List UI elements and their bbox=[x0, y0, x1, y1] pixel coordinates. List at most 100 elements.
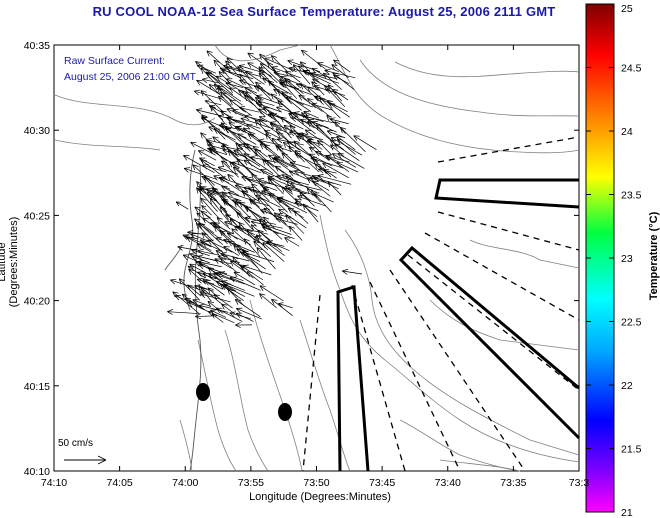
current-vector bbox=[303, 114, 336, 124]
x-tick-label: 74:10 bbox=[41, 477, 67, 489]
current-vector bbox=[229, 99, 253, 117]
current-vector bbox=[325, 154, 350, 173]
current-vector bbox=[310, 189, 332, 213]
current-vector bbox=[215, 280, 246, 297]
current-vector bbox=[192, 164, 215, 186]
current-vector bbox=[323, 168, 337, 179]
current-vector bbox=[277, 90, 302, 111]
current-vector bbox=[264, 57, 297, 73]
current-vector bbox=[268, 177, 293, 195]
current-vector bbox=[289, 125, 314, 150]
current-vector bbox=[247, 133, 272, 151]
current-vector bbox=[294, 201, 319, 212]
current-vector bbox=[293, 210, 309, 224]
current-vector bbox=[317, 62, 339, 73]
current-vector bbox=[235, 199, 251, 212]
current-vector bbox=[312, 158, 332, 178]
current-vector bbox=[211, 313, 224, 323]
current-vector bbox=[285, 79, 308, 102]
current-vector bbox=[258, 108, 280, 123]
current-vector bbox=[262, 242, 285, 262]
current-vector bbox=[213, 294, 233, 309]
current-vector bbox=[281, 91, 312, 112]
marker-ellipse-west bbox=[196, 383, 210, 401]
current-vector bbox=[183, 167, 217, 180]
current-vector bbox=[209, 197, 232, 225]
current-vector bbox=[278, 208, 307, 229]
current-vector bbox=[196, 187, 218, 212]
current-vector bbox=[208, 83, 232, 106]
current-vector bbox=[260, 168, 289, 183]
current-vector bbox=[332, 153, 357, 168]
current-vector bbox=[237, 66, 255, 85]
current-vector bbox=[302, 203, 319, 223]
current-vector bbox=[256, 247, 276, 270]
current-vector bbox=[258, 138, 281, 146]
current-vector bbox=[212, 187, 228, 206]
current-vector bbox=[233, 271, 256, 286]
current-vector bbox=[227, 191, 253, 201]
current-vector bbox=[184, 234, 199, 240]
current-vector bbox=[199, 239, 211, 247]
current-vector bbox=[196, 79, 221, 95]
current-vector bbox=[210, 105, 225, 124]
radar-sector-lines bbox=[302, 136, 580, 472]
current-vector bbox=[252, 189, 275, 212]
scale-label: 50 cm/s bbox=[58, 438, 94, 449]
current-vector bbox=[181, 293, 194, 304]
current-vector bbox=[172, 291, 200, 314]
current-vector bbox=[324, 85, 346, 107]
map-frame bbox=[53, 44, 580, 472]
colorbar-label: Temperature (°C) bbox=[648, 211, 660, 301]
current-vector bbox=[274, 165, 294, 180]
current-vector bbox=[253, 240, 271, 258]
legend-line-2: August 25, 2006 21:00 GMT bbox=[64, 71, 196, 83]
colorbar-tick-label: 23 bbox=[621, 253, 633, 265]
current-vector bbox=[226, 57, 243, 73]
current-vector bbox=[182, 254, 209, 267]
x-tick-label: 73:50 bbox=[303, 477, 329, 489]
current-vector bbox=[317, 174, 352, 185]
current-vector bbox=[239, 73, 253, 90]
current-vector bbox=[243, 159, 273, 178]
current-vector bbox=[188, 268, 206, 284]
marker-ellipse-east bbox=[278, 403, 292, 421]
current-vector bbox=[209, 192, 230, 217]
current-vector bbox=[262, 77, 292, 95]
current-vector bbox=[222, 143, 241, 162]
current-vector bbox=[212, 272, 245, 285]
current-vector bbox=[262, 159, 282, 179]
current-vector bbox=[226, 116, 261, 129]
colorbar-ticks: 25 24.5 24 23.5 23 22.5 22 21.5 21 bbox=[586, 3, 642, 518]
current-vector bbox=[235, 322, 253, 328]
current-vector bbox=[264, 144, 285, 162]
current-vector bbox=[263, 207, 292, 230]
x-tick-label: 74:05 bbox=[106, 477, 132, 489]
current-vector bbox=[218, 271, 244, 281]
y-tick-label: 40:15 bbox=[24, 381, 50, 393]
current-vector bbox=[167, 309, 199, 315]
current-vector bbox=[326, 114, 339, 128]
current-vector bbox=[206, 72, 234, 96]
current-vector bbox=[192, 298, 211, 307]
current-vector bbox=[310, 72, 340, 84]
current-vector bbox=[292, 64, 311, 85]
current-vector bbox=[198, 263, 228, 275]
current-vector bbox=[336, 161, 359, 173]
current-vector bbox=[233, 244, 258, 268]
current-vector bbox=[238, 201, 266, 223]
current-vector bbox=[243, 238, 261, 257]
current-vector bbox=[339, 126, 366, 153]
current-vector bbox=[242, 127, 268, 146]
x-tick-label: 73:3 bbox=[569, 477, 590, 489]
current-vector bbox=[281, 186, 298, 203]
current-vector bbox=[333, 59, 351, 73]
current-vector bbox=[244, 86, 263, 100]
current-vector bbox=[328, 102, 350, 118]
current-vector bbox=[277, 100, 299, 119]
current-vector bbox=[259, 285, 284, 302]
current-vector bbox=[250, 155, 277, 163]
current-vector bbox=[237, 133, 257, 145]
current-vector bbox=[234, 201, 251, 219]
current-vector bbox=[263, 216, 276, 230]
